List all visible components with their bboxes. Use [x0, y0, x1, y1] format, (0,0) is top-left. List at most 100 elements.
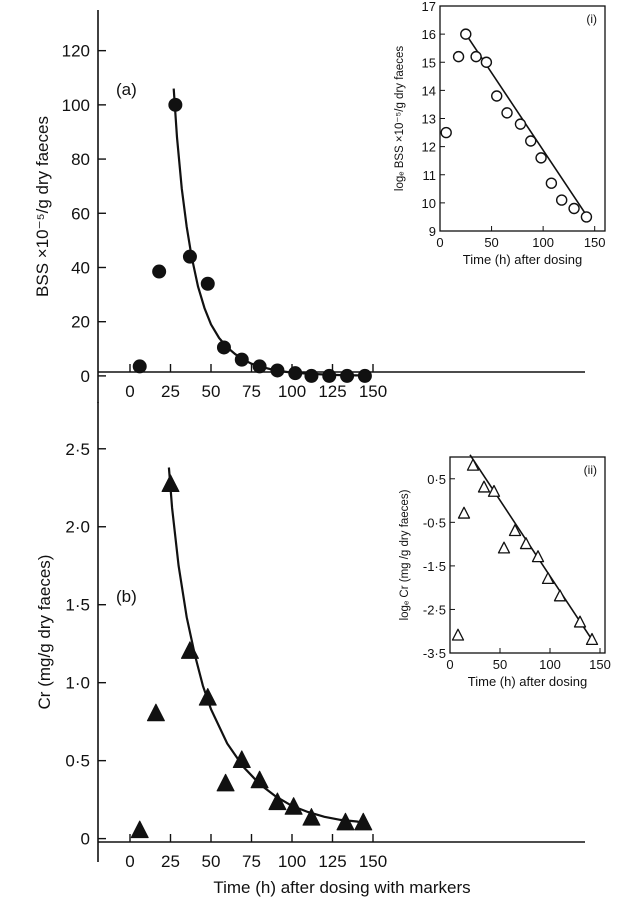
data-point: [501, 107, 513, 119]
x-tick-label: 100: [532, 235, 554, 250]
inset-panel-label: (i): [586, 12, 597, 26]
x-tick-label: 25: [161, 382, 180, 401]
y-tick-label: 20: [71, 313, 90, 332]
data-point: [573, 615, 587, 628]
y-tick-label: 100: [62, 96, 90, 115]
x-tick-label: 25: [161, 852, 180, 871]
data-point: [480, 56, 493, 68]
y-tick-label: 12: [422, 140, 436, 155]
y-tick-label: 13: [422, 112, 436, 127]
y-tick-label: 40: [71, 258, 90, 277]
data-point: [168, 97, 183, 112]
y-axis-label: Cr (mg/g dry faeces): [35, 555, 54, 710]
data-point: [234, 352, 249, 367]
x-tick-label: 100: [278, 382, 306, 401]
fit-curve: [172, 88, 370, 377]
x-tick-label: 75: [242, 852, 261, 871]
data-point: [336, 812, 355, 831]
inset-y-axis-label: logₑ Cr (mg /g dry faeces): [399, 489, 411, 620]
data-point: [514, 118, 527, 130]
data-point: [302, 808, 321, 826]
data-point: [585, 632, 599, 646]
x-tick-label: 150: [584, 235, 606, 250]
y-tick-label: 0·5: [65, 752, 90, 771]
x-tick-label: 50: [484, 235, 498, 250]
y-tick-label: 10: [422, 196, 436, 211]
data-point: [270, 363, 285, 378]
data-point: [580, 211, 593, 223]
data-point: [216, 773, 235, 792]
data-point: [130, 820, 149, 839]
inset-panel-label: (ii): [584, 463, 597, 477]
fit-curve: [167, 467, 366, 825]
data-point: [182, 249, 197, 264]
data-point: [216, 340, 231, 355]
y-tick-label: 16: [422, 27, 436, 42]
data-point: [555, 194, 568, 206]
y-tick-label: 11: [423, 168, 437, 183]
data-point: [545, 177, 558, 189]
x-tick-label: 50: [493, 657, 507, 672]
data-point: [232, 750, 251, 768]
y-tick-label: 120: [62, 42, 90, 61]
data-point: [457, 506, 471, 519]
data-point: [284, 797, 303, 815]
x-tick-label: 150: [359, 382, 387, 401]
panel-label: (b): [116, 587, 137, 606]
y-tick-label: 80: [71, 150, 90, 169]
x-tick-label: 50: [202, 382, 221, 401]
data-point: [180, 641, 199, 659]
x-tick-label: 75: [242, 382, 261, 401]
y-tick-label: 2·5: [65, 440, 90, 459]
data-point: [357, 368, 372, 383]
y-tick-label: 2·0: [65, 518, 90, 537]
data-point: [519, 537, 533, 550]
data-point: [268, 792, 287, 811]
data-point: [161, 474, 180, 492]
y-tick-label: 14: [422, 83, 436, 98]
data-point: [497, 541, 511, 554]
x-tick-label: 0: [125, 852, 134, 871]
data-point: [466, 458, 480, 471]
x-tick-label: 125: [318, 852, 346, 871]
y-tick-label: 9: [429, 224, 436, 239]
x-tick-label: 125: [318, 382, 346, 401]
data-point: [322, 368, 337, 383]
inset-x-axis-label: Time (h) after dosing: [468, 674, 587, 689]
data-point: [200, 276, 215, 291]
data-point: [146, 703, 165, 722]
data-point: [477, 480, 491, 493]
x-tick-label: 100: [278, 852, 306, 871]
data-point: [535, 152, 547, 164]
y-tick-label: 0: [81, 830, 90, 849]
y-tick-label: -3·5: [423, 646, 446, 661]
inset-x-axis-label: Time (h) after dosing: [463, 252, 582, 267]
data-point: [198, 687, 217, 706]
data-point: [508, 524, 522, 537]
data-point: [553, 589, 567, 602]
data-point: [440, 126, 452, 139]
x-axis-label: Time (h) after dosing with markers: [213, 878, 470, 897]
panel-b: 0 0·5 1·0 1·5 2·0 2·5 0 25 50 75 100 125 150 Cr (mg/g…: [35, 402, 585, 871]
data-point: [252, 359, 267, 374]
y-tick-label: 15: [422, 55, 436, 70]
y-tick-label: 0: [81, 367, 90, 386]
data-point: [452, 50, 465, 63]
y-tick-label: 60: [71, 204, 90, 223]
x-tick-label: 150: [359, 852, 387, 871]
fit-line: [469, 454, 596, 645]
data-point: [152, 264, 167, 279]
y-tick-label: 17: [422, 0, 436, 14]
y-tick-label: -2·5: [423, 602, 446, 617]
x-tick-label: 100: [539, 657, 561, 672]
data-point: [340, 368, 355, 383]
data-point: [568, 202, 580, 215]
data-point: [132, 359, 147, 374]
data-point: [250, 770, 269, 789]
data-point: [470, 50, 482, 63]
y-tick-label: -1·5: [423, 559, 446, 574]
data-point: [525, 135, 537, 147]
